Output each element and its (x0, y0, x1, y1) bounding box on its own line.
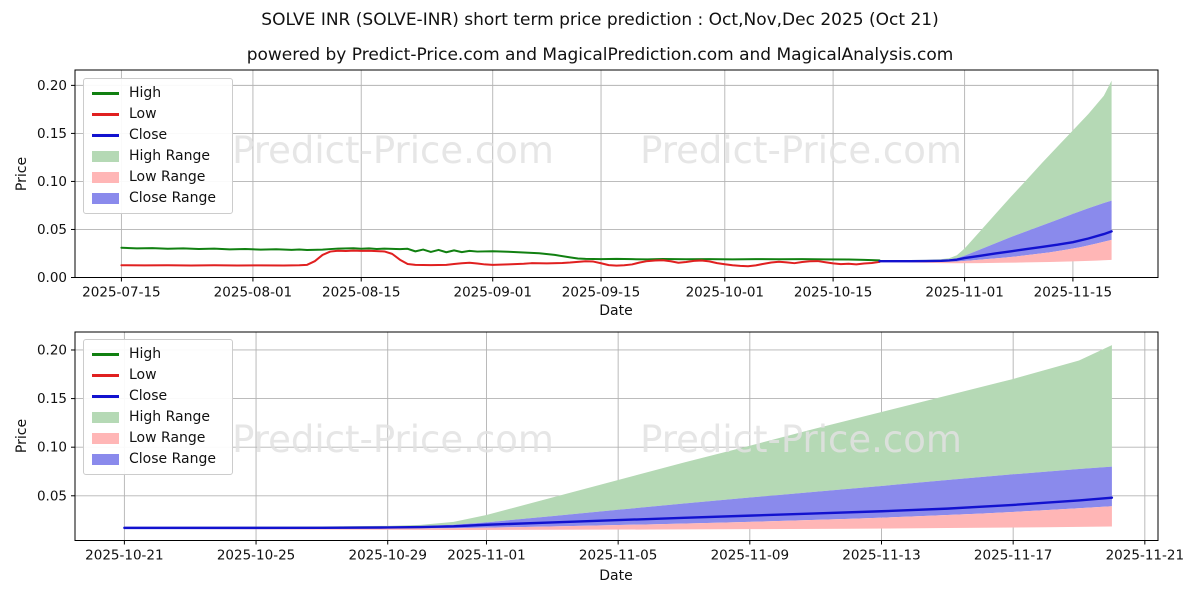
low-range-band (124, 506, 1112, 531)
y-tick-label: 0.05 (37, 222, 67, 238)
legend-item-close: Close (92, 125, 224, 146)
bottom-date-axis-label: Date (599, 568, 633, 584)
page-subtitle: powered by Predict-Price.com and Magical… (246, 45, 954, 65)
x-tick-label: 2025-11-09 (711, 548, 789, 564)
low-legend-swatch (92, 374, 119, 377)
legend-item-high-range: High Range (92, 146, 224, 167)
low-line (120, 249, 881, 268)
top-date-axis-label: Date (599, 303, 633, 319)
top-chart: Predict-Price.com Predict-Price.com 2025-0… (37, 69, 1159, 301)
y-tick-label: 0.20 (37, 342, 67, 358)
watermark-text: Predict-Price.com (640, 129, 962, 172)
x-tick-label: 2025-11-15 (1034, 285, 1112, 301)
bottom-range-bands (124, 345, 1112, 531)
legend-label: High (129, 346, 162, 362)
high-legend-swatch (92, 92, 119, 95)
page-title: SOLVE INR (SOLVE-INR) short term price p… (261, 10, 939, 30)
low-range-legend-swatch (92, 433, 119, 444)
legend-label: Close Range (129, 451, 216, 467)
x-tick-label: 2025-11-13 (842, 548, 920, 564)
legend-item-close: Close (92, 386, 224, 407)
high-range-band (879, 80, 1112, 261)
y-tick-label: 0.20 (37, 78, 67, 94)
x-tick-label: 2025-11-01 (447, 548, 525, 564)
x-tick-label: 2025-10-29 (348, 548, 426, 564)
y-tick-label: 0.10 (37, 440, 67, 456)
close-range-band (124, 466, 1112, 529)
x-tick-label: 2025-11-05 (579, 548, 657, 564)
bottom-plot-border (74, 331, 1159, 541)
legend-item-high: High (92, 83, 224, 104)
legend-label: High Range (129, 148, 210, 164)
legend-label: Low Range (129, 430, 206, 446)
legend-label: Close (129, 388, 168, 404)
legend-label: Low (129, 106, 157, 122)
top-series-lines (120, 230, 1113, 268)
bottom-price-axis-label: Price (14, 418, 30, 454)
bottom-series-lines (123, 496, 1114, 530)
y-tick-label: 0.05 (37, 488, 67, 504)
close-line (878, 230, 1113, 263)
legend-label: Close Range (129, 190, 216, 206)
legend-label: Close (129, 127, 168, 143)
close-range-band (879, 200, 1112, 262)
legend-item-close-range: Close Range (92, 449, 224, 470)
x-tick-label: 2025-09-01 (453, 285, 531, 301)
legend-label: High Range (129, 409, 210, 425)
legend-item-close-range: Close Range (92, 188, 224, 209)
y-tick-label: 0.15 (37, 126, 67, 142)
high-range-legend-swatch (92, 151, 119, 162)
low-legend-swatch (92, 113, 119, 116)
x-tick-label: 2025-11-17 (974, 548, 1052, 564)
close-line (123, 496, 1114, 530)
x-tick-label: 2025-09-15 (562, 285, 640, 301)
close-legend-swatch (92, 395, 119, 398)
legend-item-low: Low (92, 104, 224, 125)
y-tick-label: 0.15 (37, 391, 67, 407)
watermark-text: Predict-Price.com (640, 418, 962, 461)
x-tick-label: 2025-10-21 (85, 548, 163, 564)
watermark-text: Predict-Price.com (232, 418, 554, 461)
high-range-band (124, 345, 1112, 528)
legend-item-high: High (92, 344, 224, 365)
close-range-legend-swatch (92, 454, 119, 465)
x-tick-label: 2025-08-15 (322, 285, 400, 301)
bottom-chart: Predict-Price.com Predict-Price.com 2025-1… (37, 331, 1184, 564)
watermark-text: Predict-Price.com (232, 129, 554, 172)
x-tick-label: 2025-11-01 (925, 285, 1003, 301)
legend-item-low-range: Low Range (92, 428, 224, 449)
legend-label: High (129, 85, 162, 101)
legend-label: Low Range (129, 169, 206, 185)
low-range-band (879, 239, 1112, 264)
x-tick-label: 2025-11-21 (1106, 548, 1184, 564)
top-price-axis-label: Price (14, 156, 30, 192)
x-tick-label: 2025-08-01 (214, 285, 292, 301)
high-range-legend-swatch (92, 412, 119, 423)
x-tick-label: 2025-10-25 (217, 548, 295, 564)
legend-item-high-range: High Range (92, 407, 224, 428)
legend-item-low: Low (92, 365, 224, 386)
top-gridlines (75, 70, 1158, 278)
low-range-legend-swatch (92, 172, 119, 183)
y-tick-label: 0.00 (37, 270, 67, 286)
x-tick-label: 2025-10-01 (686, 285, 764, 301)
top-legend: High Low Close High Range Low Range Close Ran… (83, 78, 233, 214)
x-tick-label: 2025-07-15 (82, 285, 160, 301)
legend-item-low-range: Low Range (92, 167, 224, 188)
close-legend-swatch (92, 134, 119, 137)
y-tick-label: 0.10 (37, 174, 67, 190)
high-legend-swatch (92, 353, 119, 356)
top-range-bands (879, 80, 1112, 264)
high-line (120, 246, 881, 262)
legend-label: Low (129, 367, 157, 383)
close-range-legend-swatch (92, 193, 119, 204)
bottom-legend: High Low Close High Range Low Range Close Ran… (83, 339, 233, 475)
top-plot-border (74, 69, 1159, 278)
x-tick-label: 2025-10-15 (794, 285, 872, 301)
